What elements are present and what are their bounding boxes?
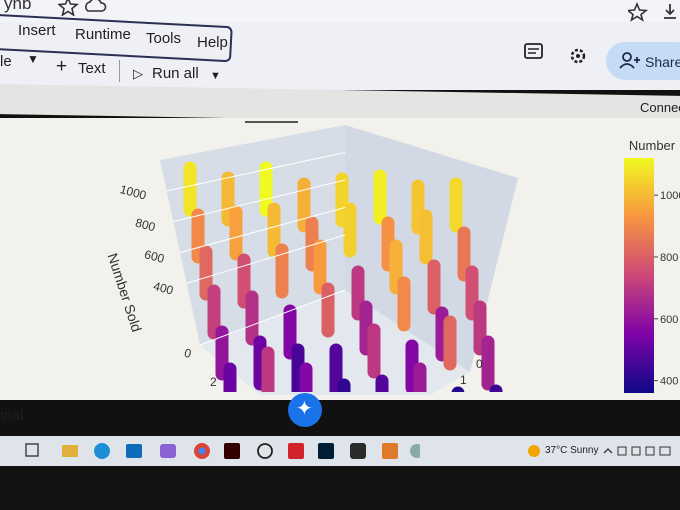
top-right-icons[interactable] [628,2,680,22]
share-button[interactable] [606,42,680,80]
terminal-label[interactable]: inal [0,407,24,424]
z-axis-title: Number Sold [105,251,145,334]
gemini-button[interactable] [288,393,322,427]
y-tick-label: 1 [460,373,467,387]
weather-text[interactable]: 37°C Sunny [545,445,599,456]
play-icon: ▷ [133,66,143,81]
z-tick-label: 600 [143,247,166,266]
screen-bezel [0,466,680,510]
menu-item[interactable]: Insert [18,22,56,39]
menu-item[interactable]: Runtime [75,26,131,43]
plus-icon: + [56,56,68,77]
grid-line [166,152,346,192]
colorbar [624,158,654,393]
grid-line [173,179,346,223]
code-button[interactable]: le [0,53,12,70]
colorbar-tick-label: 600 [660,314,678,326]
grid-line [179,207,346,253]
browser-bar [0,0,680,22]
z-tick-label: 800 [134,216,157,235]
colorbar-tick-label: 400 [660,376,678,388]
colorbar-tick-label: 800 [660,252,678,264]
colorbar-tick-label: 1000 [660,190,680,202]
z-tick-label: 1000 [118,182,148,203]
dropdown-arrow[interactable]: ▼ [27,52,39,66]
y-tick-label: 0 [476,357,483,371]
menu-item[interactable]: Help [197,34,228,51]
menu-item[interactable]: Tools [146,30,182,47]
z-tick-label: 400 [152,279,175,298]
dropdown-arrow[interactable]: ▼ [210,70,221,82]
z-tick-label: 0 [183,346,193,361]
x-tick-label: 2 [210,375,217,389]
menu-area [0,22,680,90]
grid-line [186,234,346,284]
gemini-icon: ✦ [296,398,313,420]
tray-icons[interactable] [602,444,680,458]
weather-icon [528,445,540,457]
title-icons[interactable] [58,0,118,16]
share-label[interactable]: Share [645,54,680,70]
chart: Number Sold Number 2 0 1 400 600 800 1000 0 4… [105,121,680,395]
taskbar-icons[interactable] [20,440,420,462]
share-icon [619,52,640,69]
colorbar-title: Number [629,138,676,153]
text-button[interactable]: Text [78,60,106,77]
taskbar [0,436,680,466]
run-all-button[interactable]: Run all [152,65,199,82]
grid-line [199,289,346,346]
divider [119,60,120,82]
connect-status[interactable]: Connec [640,100,680,115]
tab-title: ynb [4,0,32,13]
header-icons[interactable] [522,40,592,70]
